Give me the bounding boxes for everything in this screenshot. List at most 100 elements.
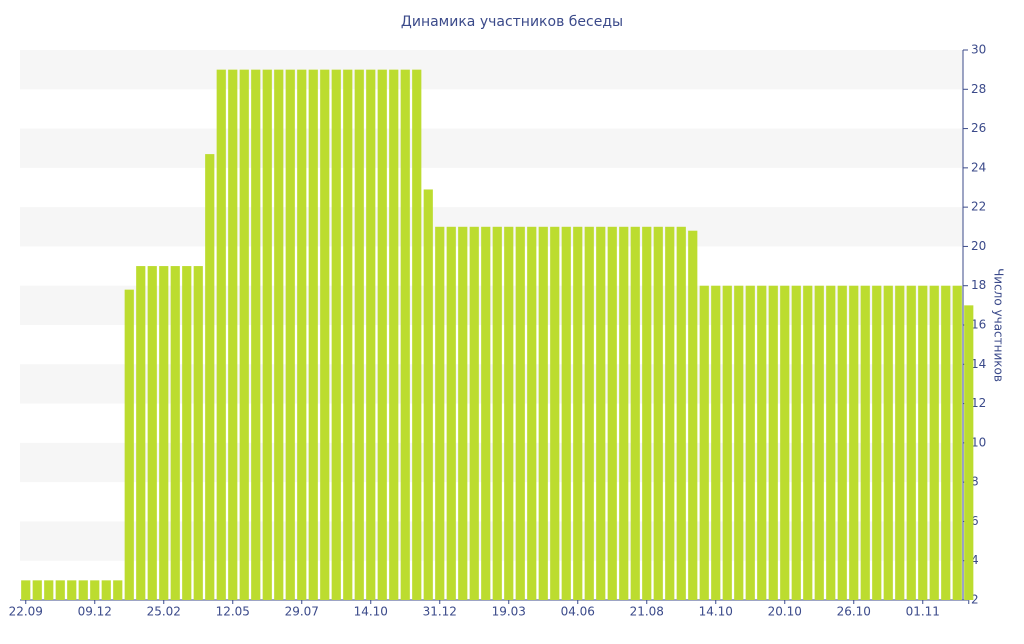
bar: [366, 69, 376, 600]
y-tick-label: 30: [971, 43, 986, 57]
y-tick-label: 28: [971, 82, 986, 96]
bar: [32, 580, 42, 600]
x-tick-label: 04.06: [561, 605, 595, 619]
bar: [458, 226, 468, 601]
bar: [320, 69, 330, 600]
bar: [67, 580, 77, 600]
bar: [182, 266, 192, 600]
bar: [803, 285, 813, 600]
x-tick-label: 31.12: [423, 605, 457, 619]
x-tick-label: 20.10: [768, 605, 802, 619]
y-tick-label: 14: [971, 357, 986, 371]
bar: [814, 285, 824, 600]
bar: [55, 580, 65, 600]
bar: [699, 285, 709, 600]
bar: [297, 69, 307, 600]
y-tick-label: 2: [971, 593, 979, 607]
bar: [124, 289, 134, 600]
bar: [941, 285, 951, 600]
bar: [596, 226, 606, 601]
bar: [584, 226, 594, 601]
x-tick-label: 29.07: [285, 605, 319, 619]
bar: [251, 69, 261, 600]
bar: [469, 226, 479, 601]
bar: [21, 580, 31, 600]
bar: [872, 285, 882, 600]
y-tick-label: 4: [971, 553, 979, 567]
bar: [90, 580, 100, 600]
bar: [722, 285, 732, 600]
bar: [849, 285, 859, 600]
bar: [527, 226, 537, 601]
y-tick-label: 20: [971, 239, 986, 253]
bar: [734, 285, 744, 600]
y-tick-label: 24: [971, 160, 986, 174]
y-tick-label: 26: [971, 121, 986, 135]
x-tick-label: 22.09: [9, 605, 43, 619]
bar: [481, 226, 491, 601]
bar: [837, 285, 847, 600]
x-tick-label: 21.08: [630, 605, 664, 619]
x-tick-label: 09.12: [78, 605, 112, 619]
y-tick-label: 12: [971, 396, 986, 410]
bar: [446, 226, 456, 601]
bar: [504, 226, 514, 601]
bar: [216, 69, 226, 600]
y-tick-label: 18: [971, 278, 986, 292]
bar: [768, 285, 778, 600]
bar: [711, 285, 721, 600]
bar: [78, 580, 88, 600]
bar: [642, 226, 652, 601]
bar: [561, 226, 571, 601]
bar: [147, 266, 157, 600]
bar: [412, 69, 422, 600]
x-tick-label: 25.02: [147, 605, 181, 619]
bar: [906, 285, 916, 600]
bar: [665, 226, 675, 601]
bar: [343, 69, 353, 600]
bar: [573, 226, 583, 601]
y-tick-label: 10: [971, 435, 986, 449]
bar: [653, 226, 663, 601]
y-tick-label: 16: [971, 318, 986, 332]
x-tick-label: 19.03: [492, 605, 526, 619]
bar: [929, 285, 939, 600]
bar: [883, 285, 893, 600]
bar: [607, 226, 617, 601]
bar: [377, 69, 387, 600]
bar: [44, 580, 54, 600]
bar: [630, 226, 640, 601]
grid-band: [20, 207, 963, 247]
grid-band: [20, 128, 963, 168]
x-tick-label: 12.05: [216, 605, 250, 619]
x-tick-label: 14.10: [699, 605, 733, 619]
y-tick-label: 8: [971, 475, 979, 489]
bar: [101, 580, 111, 600]
bar: [354, 69, 364, 600]
grid-band: [20, 50, 963, 90]
bar: [423, 189, 433, 600]
bar: [918, 285, 928, 600]
bar: [239, 69, 249, 600]
bar: [860, 285, 870, 600]
bar: [895, 285, 905, 600]
bar: [113, 580, 123, 600]
bar: [757, 285, 767, 600]
x-tick-label: 01.11: [906, 605, 940, 619]
bar: [435, 226, 445, 601]
x-tick-label: 26.10: [837, 605, 871, 619]
bar: [400, 69, 410, 600]
bar: [193, 266, 203, 600]
bar: [274, 69, 284, 600]
y-tick-label: 22: [971, 200, 986, 214]
bar: [952, 285, 962, 600]
bar: [492, 226, 502, 601]
bar: [515, 226, 525, 601]
bar: [550, 226, 560, 601]
bar: [159, 266, 169, 600]
bar: [676, 226, 686, 601]
chart-title: Динамика участников беседы: [401, 14, 623, 30]
bar: [308, 69, 318, 600]
bar: [745, 285, 755, 600]
